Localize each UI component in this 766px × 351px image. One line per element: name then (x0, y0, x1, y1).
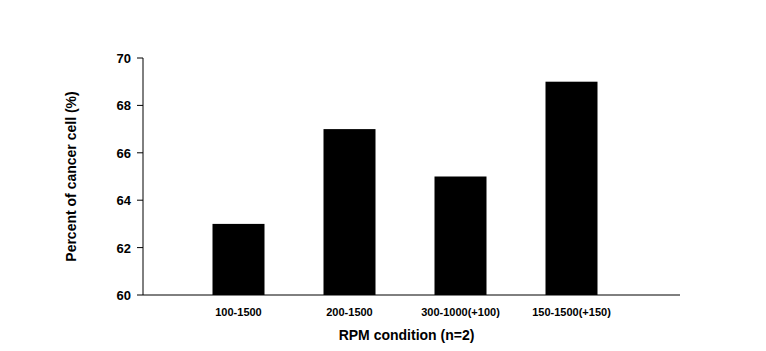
y-tick-label: 60 (117, 288, 131, 303)
y-tick-label: 70 (117, 51, 131, 66)
x-tick-label: 150-1500(+150) (532, 306, 611, 318)
x-axis (143, 295, 680, 296)
bar (435, 177, 487, 296)
bar (546, 82, 598, 295)
chart: 60 62 64 66 68 70 100-1500 200-1500 300-1000(+10… (0, 0, 766, 351)
x-axis-label: RPM condition (n=2) (339, 327, 475, 343)
chart-container: 60 62 64 66 68 70 100-1500 200-1500 300-1000(+10… (0, 0, 766, 351)
y-axis (143, 58, 144, 295)
x-tick-label: 200-1500 (326, 306, 373, 318)
y-tick-label: 64 (117, 193, 132, 208)
y-tick (137, 200, 143, 201)
y-tick (137, 295, 143, 296)
y-tick (137, 152, 143, 153)
bars (213, 82, 598, 295)
bar (324, 129, 376, 295)
y-tick-label: 66 (117, 146, 131, 161)
y-tick (137, 105, 143, 106)
y-tick-label: 62 (117, 241, 131, 256)
y-axis-label: Percent of cancer cell (%) (63, 91, 79, 261)
x-tick-label: 300-1000(+100) (421, 306, 500, 318)
y-tick (137, 58, 143, 59)
bar (213, 224, 265, 295)
y-tick-label: 68 (117, 98, 131, 113)
x-tick-label: 100-1500 (215, 306, 262, 318)
y-tick (137, 247, 143, 248)
